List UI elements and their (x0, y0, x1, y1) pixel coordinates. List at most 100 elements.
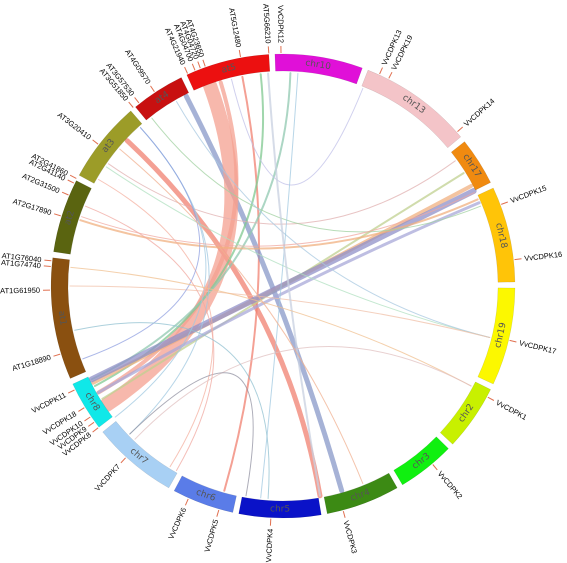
gene-tick-AT2G41860 (69, 174, 77, 179)
gene-label-AT1G18890: AT1G18890 (11, 353, 52, 373)
segment-chr5 (238, 496, 322, 519)
segment-chr4 (323, 472, 398, 515)
gene-tick-VvCDPK1 (487, 396, 495, 401)
gene-tick-AT2G17890 (53, 213, 61, 217)
gene-tick-VvCDPK13 (379, 67, 383, 75)
gene-tick-VvCDPK6 (184, 498, 189, 506)
link-26 (129, 372, 254, 497)
gene-tick-AT3G51850 (128, 101, 134, 108)
gene-tick-VvCDPK9 (88, 421, 95, 427)
segment-chr2 (439, 381, 491, 445)
segment-label-at5: at5 (221, 62, 238, 75)
gene-label-VvCDPK12: VvCDPK12 (276, 5, 285, 43)
link-15 (176, 101, 491, 338)
gene-tick-VvCDPK5 (216, 509, 220, 517)
gene-tick-AT1G76040 (44, 259, 52, 262)
link-13 (151, 117, 481, 233)
gene-tick-AT4G09570 (150, 85, 155, 92)
link-layer (69, 72, 491, 499)
link-9 (88, 188, 477, 383)
gene-tick-AT1G18890 (53, 353, 61, 357)
segment-chr6 (173, 475, 237, 513)
segment-chr18 (477, 187, 516, 283)
gene-label-AT5G66210: AT5G66210 (261, 3, 272, 43)
gene-tick-AT3G57530 (134, 97, 140, 104)
link-23 (82, 127, 201, 360)
gene-tick-VvCDPK10 (84, 416, 91, 422)
gene-label-AT2G17890: AT2G17890 (12, 197, 53, 218)
gene-tick-VvCDPK11 (67, 389, 75, 394)
link-28 (85, 205, 215, 471)
segment-at1 (50, 257, 87, 379)
segment-chr7 (102, 420, 178, 489)
gene-label-VvCDPK11: VvCDPK11 (30, 390, 67, 415)
segment-chr3 (393, 436, 449, 486)
gene-label-VvCDPK14: VvCDPK14 (462, 96, 496, 128)
segment-layer: chr10chr13chr17chr18chr19chr2chr3chr4chr… (50, 53, 516, 519)
link-30 (119, 148, 364, 484)
link-6 (90, 72, 292, 381)
gene-label-AT1G61950: AT1G61950 (0, 286, 40, 296)
gene-tick-AT2G41140 (67, 179, 75, 184)
gene-tick-VvCDPK19 (388, 71, 393, 79)
gene-tick-AT2G31500 (61, 191, 69, 196)
gene-label-VvCDPK15: VvCDPK15 (509, 183, 548, 205)
gene-tick-AT5G66210 (267, 46, 270, 54)
gene-tick-AT4G23650 (202, 59, 206, 67)
segment-chr10 (274, 53, 363, 85)
gene-label-VvCDPK3: VvCDPK3 (342, 520, 359, 555)
gene-tick-VvCDPK16 (514, 258, 522, 261)
segment-chr17 (450, 141, 491, 191)
gene-tick-AT4G21940 (184, 66, 188, 74)
link-19 (267, 72, 321, 497)
segment-chr8 (72, 376, 113, 428)
segment-at2 (53, 180, 92, 255)
gene-tick-VvCDPK14 (457, 126, 464, 132)
segment-label-chr10: chr10 (304, 58, 331, 72)
gene-tick-AT4G04700 (191, 63, 196, 71)
link-16 (69, 285, 491, 338)
gene-label-AT1G74740: AT1G74740 (1, 258, 42, 270)
segment-at5 (186, 54, 271, 91)
link-0 (124, 138, 323, 499)
gene-label-AT3G20410: AT3G20410 (56, 110, 93, 141)
gene-label-VvCDPK2: VvCDPK2 (436, 469, 465, 501)
gene-label-AT1G76040: AT1G76040 (1, 251, 42, 264)
link-18 (260, 73, 299, 499)
link-22 (98, 179, 214, 468)
link-14 (105, 166, 491, 338)
segment-label-at2: at2 (63, 209, 77, 226)
segment-label-at1: at1 (56, 310, 68, 326)
gene-tick-VvCDPK2 (432, 464, 438, 471)
gene-tick-AT5G12480 (238, 49, 241, 57)
gene-tick-VvCDPK15 (501, 201, 508, 205)
link-11 (79, 198, 479, 250)
link-25 (134, 346, 472, 440)
gene-tick-AT1G74740 (43, 265, 51, 267)
gene-label-VvCDPK4: VvCDPK4 (264, 528, 275, 562)
gene-tick-VvCDPK7 (120, 457, 126, 464)
gene-label-VvCDPK1: VvCDPK1 (494, 398, 528, 422)
link-12 (108, 160, 456, 225)
gene-label-AT5G12480: AT5G12480 (227, 7, 243, 48)
gene-label-VvCDPK16: VvCDPK16 (524, 250, 563, 263)
segment-chr13 (361, 69, 462, 149)
gene-label-VvCDPK6: VvCDPK6 (166, 506, 188, 541)
segment-at3 (78, 110, 143, 184)
link-4 (96, 80, 239, 395)
gene-label-VvCDPK17: VvCDPK17 (518, 338, 557, 356)
gene-tick-AT3G20410 (92, 139, 99, 145)
gene-tick-VvCDPK3 (342, 510, 346, 518)
gene-tick-VvCDPK8 (92, 427, 99, 433)
segment-at4 (135, 77, 190, 121)
segment-chr19 (477, 287, 516, 385)
link-1 (223, 75, 260, 492)
link-24 (70, 266, 472, 387)
gene-tick-VvCDPK17 (509, 339, 517, 343)
gene-tick-AT4G04720 (197, 61, 201, 69)
link-10 (97, 201, 481, 394)
segment-label-chr5: chr5 (270, 504, 290, 514)
gene-label-VvCDPK7: VvCDPK7 (93, 462, 122, 493)
link-27 (81, 192, 475, 247)
